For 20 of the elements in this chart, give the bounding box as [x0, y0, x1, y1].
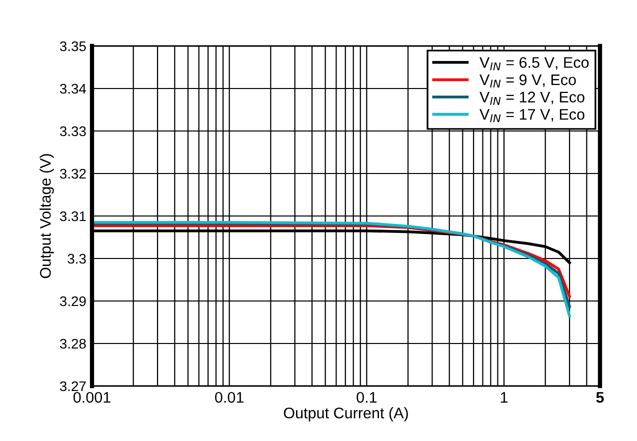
y-tick-label: 3.32: [60, 168, 86, 179]
y-tick-label: 3.33: [60, 126, 86, 136]
x-tick-label: 1: [500, 392, 508, 403]
legend-label: V$_{IN}$ = 12 V, Eco: [480, 92, 584, 105]
legend-label: V$_{IN}$ = 6.5 V, Eco: [480, 57, 589, 70]
y-tick-label: 3.35: [60, 41, 86, 52]
legend-label: V$_{IN}$ = 9 V, Eco: [480, 74, 576, 88]
y-axis-title: Output Voltage (V): [40, 154, 54, 278]
y-tick-label: 3.34: [60, 84, 86, 94]
y-tick-label: 3.27: [60, 381, 86, 392]
y-tick-label: 3.28: [60, 338, 86, 349]
y-tick-label: 3.3: [68, 254, 86, 264]
x-tick-label: 0.1: [356, 392, 377, 403]
y-tick-label: 3.31: [60, 211, 86, 222]
y-tick-label: 3.29: [60, 296, 86, 306]
x-tick-label: 0.01: [215, 392, 244, 403]
legend-label: V$_{IN}$ = 17 V, Eco: [480, 109, 584, 122]
x-tick-label: 0.001: [73, 392, 110, 403]
x-axis-title: Output Current (A): [284, 407, 408, 422]
x-tick-label: 5: [596, 392, 604, 403]
